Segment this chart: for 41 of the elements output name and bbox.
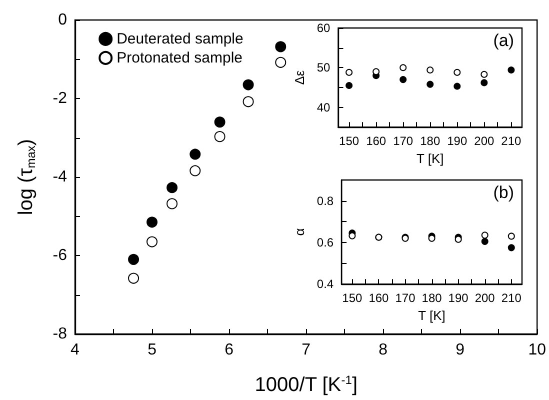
y-tick-label: 40 — [316, 100, 331, 114]
x-tick-label: 150 — [339, 134, 360, 148]
x-tick-label: 7 — [302, 342, 311, 358]
x-tick-label: 190 — [448, 291, 469, 306]
x-tick-label: 5 — [148, 342, 157, 358]
x-tick-label: 190 — [447, 134, 468, 148]
y-tick-label: 0.6 — [316, 235, 334, 250]
x-axis-title: T [K] — [416, 151, 444, 166]
y-tick-label: -8 — [52, 326, 68, 342]
x-tick-label: 180 — [422, 291, 442, 306]
x-axis-title: T [K] — [418, 308, 446, 323]
x-tick-label: 200 — [474, 134, 494, 148]
x-tick-label: 4 — [70, 342, 80, 358]
x-tick-label: 200 — [474, 291, 496, 306]
y-tick-label: 0 — [58, 12, 68, 28]
x-tick-label: 9 — [456, 342, 465, 358]
legend-label: Deuterated sample — [116, 30, 244, 48]
x-tick-label: 180 — [420, 134, 440, 148]
x-tick-label: 160 — [368, 291, 390, 306]
y-tick-label: 0.8 — [316, 194, 334, 208]
x-tick-label: 150 — [342, 291, 363, 306]
x-tick-label: 160 — [366, 134, 386, 148]
annotation: (b) — [493, 183, 514, 202]
y-axis-title: Δε — [292, 70, 307, 85]
y-tick-label: -4 — [52, 168, 68, 186]
y-axis-title: α — [292, 228, 307, 236]
y-tick-label: 50 — [316, 60, 331, 75]
y-tick-label: -6 — [52, 247, 68, 264]
y-tick-label: -2 — [52, 90, 68, 107]
x-tick-label: 210 — [501, 291, 522, 306]
x-tick-label: 210 — [501, 134, 522, 148]
legend-label: Protonated sample — [116, 49, 243, 66]
x-tick-label: 8 — [378, 342, 388, 358]
x-tick-label: 6 — [224, 342, 234, 358]
x-tick-label: 170 — [393, 134, 414, 148]
y-axis-title: log (τmax) — [15, 138, 38, 216]
x-tick-label: 10 — [528, 342, 546, 358]
y-tick-label: 60 — [316, 21, 331, 35]
annotation: (a) — [493, 31, 514, 50]
x-tick-label: 170 — [395, 291, 416, 306]
y-tick-label: 0.4 — [316, 277, 334, 292]
